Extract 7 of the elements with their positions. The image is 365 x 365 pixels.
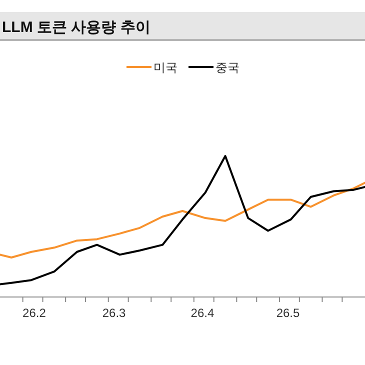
- x-tick-label: 26.4: [190, 306, 214, 320]
- x-tick-label: 26.5: [276, 306, 300, 320]
- x-tick-label: 26.3: [102, 306, 126, 320]
- legend-label: 중국: [216, 60, 240, 74]
- chart-title: LLM 토큰 사용량 추이: [2, 19, 150, 36]
- legend-label: 미국: [154, 60, 178, 74]
- x-tick-label: 26.2: [22, 306, 46, 320]
